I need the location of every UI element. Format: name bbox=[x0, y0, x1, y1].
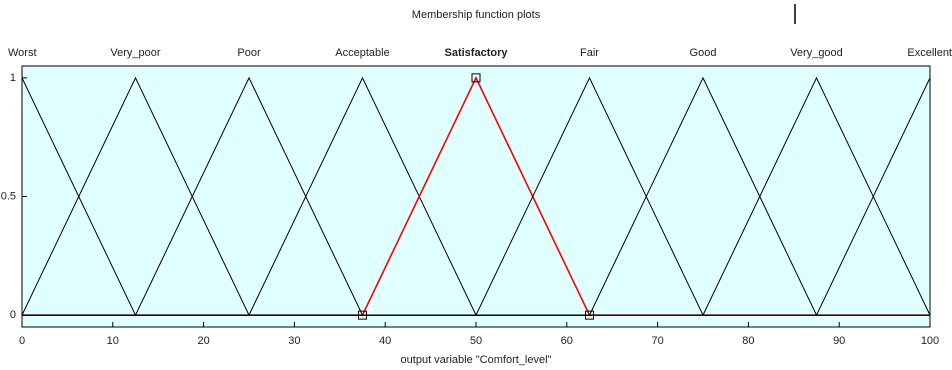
mf-label: Excellent bbox=[907, 47, 952, 59]
mf-label: Worst bbox=[8, 47, 37, 59]
x-tick-label: 100 bbox=[921, 335, 939, 347]
mf-label: Very_poor bbox=[110, 47, 160, 59]
plot-area bbox=[21, 65, 931, 328]
mf-line bbox=[22, 77, 931, 316]
vertex-marker bbox=[471, 73, 481, 83]
x-tick-label: 30 bbox=[288, 335, 300, 347]
x-tick-label: 60 bbox=[561, 335, 573, 347]
x-axis-label: output variable "Comfort_level" bbox=[401, 354, 552, 366]
mf-label: Poor bbox=[237, 47, 261, 59]
y-tick-label: 1 bbox=[10, 72, 16, 84]
y-tick-label: 0 bbox=[10, 309, 16, 321]
x-tick-label: 0 bbox=[19, 335, 25, 347]
mf-label: Acceptable bbox=[335, 47, 389, 59]
y-tick-label: 0.5 bbox=[1, 190, 16, 202]
mf-label: Fair bbox=[580, 47, 599, 59]
x-tick-label: 90 bbox=[833, 335, 845, 347]
x-tick-label: 20 bbox=[197, 335, 209, 347]
mf-label: Very_good bbox=[790, 47, 843, 59]
x-tick-label: 50 bbox=[470, 335, 482, 347]
mf-label: Satisfactory bbox=[445, 47, 509, 59]
x-tick-label: 40 bbox=[379, 335, 391, 347]
mf-label: Good bbox=[690, 47, 717, 59]
chart-title: Membership function plots bbox=[412, 9, 541, 21]
x-tick-label: 10 bbox=[107, 335, 119, 347]
x-tick-label: 80 bbox=[742, 335, 754, 347]
x-tick-label: 70 bbox=[651, 335, 663, 347]
